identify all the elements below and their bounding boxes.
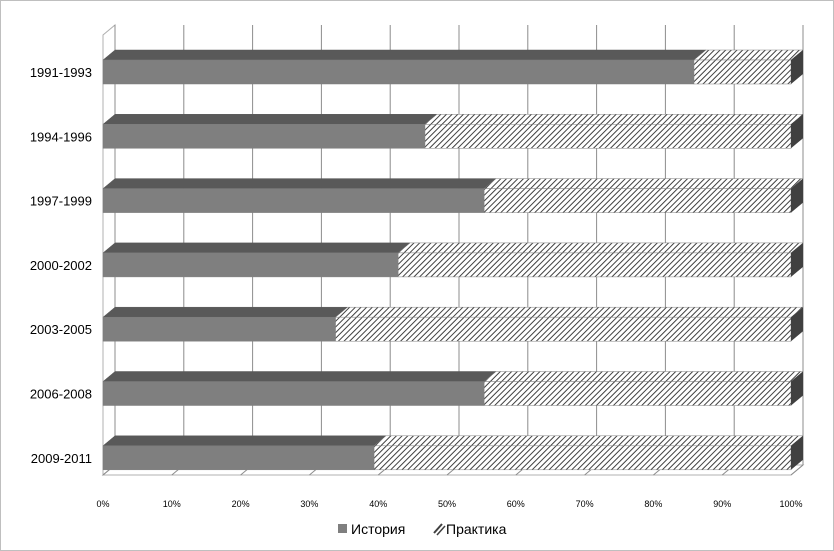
bar-top-face bbox=[102, 371, 497, 382]
legend-item-history: История bbox=[338, 521, 405, 537]
bar-segment-history bbox=[102, 49, 707, 85]
legend-label: История bbox=[351, 521, 405, 537]
legend: История Практика bbox=[338, 521, 507, 537]
legend-item-practice: Практика bbox=[433, 521, 507, 537]
x-tick-label: 20% bbox=[232, 499, 250, 509]
bar-front-face bbox=[102, 252, 399, 278]
x-tick-label: 90% bbox=[713, 499, 731, 509]
bar-top-face bbox=[424, 114, 804, 125]
bar-front-face bbox=[483, 188, 792, 213]
y-category-label: 2000-2002 bbox=[30, 258, 92, 273]
x-tick-label: 50% bbox=[438, 499, 456, 509]
bar-top-face bbox=[693, 49, 804, 61]
bar-front-face bbox=[693, 59, 792, 85]
bar-segment-practice bbox=[334, 306, 804, 342]
bar-segment-history bbox=[102, 306, 349, 342]
bar-front-face bbox=[102, 188, 485, 213]
bar-segment-practice bbox=[483, 178, 804, 213]
bar-front-face bbox=[102, 445, 375, 471]
bar-segment-practice bbox=[397, 242, 804, 278]
x-tick-label: 40% bbox=[369, 499, 387, 509]
bar-segment-history bbox=[102, 178, 497, 213]
bar-segment-history bbox=[102, 435, 387, 471]
x-tick-label: 80% bbox=[644, 499, 662, 509]
bar-end-face bbox=[791, 50, 803, 84]
bar-top-face bbox=[483, 178, 804, 189]
bar-segment-practice bbox=[693, 49, 804, 85]
bar-segment-history bbox=[102, 114, 438, 149]
legend-swatch bbox=[433, 523, 443, 534]
bar-front-face bbox=[102, 316, 336, 342]
x-axis-ticks: 0% 10% 20% 30% 40% 50% 60% 70% 80% 90% 100% bbox=[96, 499, 802, 509]
bar-top-face bbox=[102, 178, 497, 189]
x-tick-label: 30% bbox=[300, 499, 318, 509]
x-tick-label: 10% bbox=[163, 499, 181, 509]
legend-swatch bbox=[338, 524, 347, 533]
bar-front-face bbox=[397, 252, 792, 278]
y-category-label: 1991-1993 bbox=[30, 65, 92, 80]
bar-end-face bbox=[791, 242, 803, 277]
bar-end-face bbox=[791, 178, 803, 213]
bar-front-face bbox=[335, 316, 792, 342]
bar-top-face bbox=[397, 242, 804, 254]
y-category-label: 2006-2008 bbox=[30, 387, 92, 402]
gridline-floor bbox=[790, 464, 804, 476]
bar-segment-practice bbox=[483, 371, 804, 406]
bar-front-face bbox=[102, 124, 426, 149]
bar-segment-history bbox=[102, 371, 497, 406]
bar-segment-history bbox=[102, 242, 411, 278]
bar-end-face bbox=[791, 435, 803, 470]
bar-front-face bbox=[102, 381, 485, 406]
y-category-label: 1994-1996 bbox=[30, 129, 92, 144]
bar-front-face bbox=[102, 59, 695, 85]
y-axis-labels: 1991-1993 1994-1996 1997-1999 2000-2002 2003… bbox=[30, 65, 92, 466]
bar-top-face bbox=[373, 435, 804, 447]
y-category-label: 1997-1999 bbox=[30, 194, 92, 209]
bar-segment-practice bbox=[424, 114, 804, 149]
x-tick-label: 100% bbox=[779, 499, 802, 509]
bar-top-face bbox=[102, 306, 349, 318]
x-tick-label: 70% bbox=[576, 499, 594, 509]
bar-top-face bbox=[483, 371, 804, 382]
bar-end-face bbox=[791, 307, 803, 342]
bar-end-face bbox=[791, 114, 803, 149]
bar-front-face bbox=[483, 381, 792, 406]
bar-top-face bbox=[102, 242, 411, 254]
bar-front-face bbox=[424, 124, 792, 149]
legend-label: Практика bbox=[446, 521, 507, 537]
bar-top-face bbox=[102, 49, 707, 61]
x-tick-label: 0% bbox=[96, 499, 109, 509]
bar-top-face bbox=[334, 306, 804, 318]
y-category-label: 2003-2005 bbox=[30, 322, 92, 337]
bar-top-face bbox=[102, 114, 438, 125]
bar-end-face bbox=[791, 371, 803, 406]
y-category-label: 2009-2011 bbox=[31, 451, 92, 466]
bar-front-face bbox=[373, 445, 792, 471]
bar-top-face bbox=[102, 435, 387, 447]
x-tick-label: 60% bbox=[507, 499, 525, 509]
bar-segment-practice bbox=[373, 435, 804, 471]
bars bbox=[102, 49, 804, 471]
